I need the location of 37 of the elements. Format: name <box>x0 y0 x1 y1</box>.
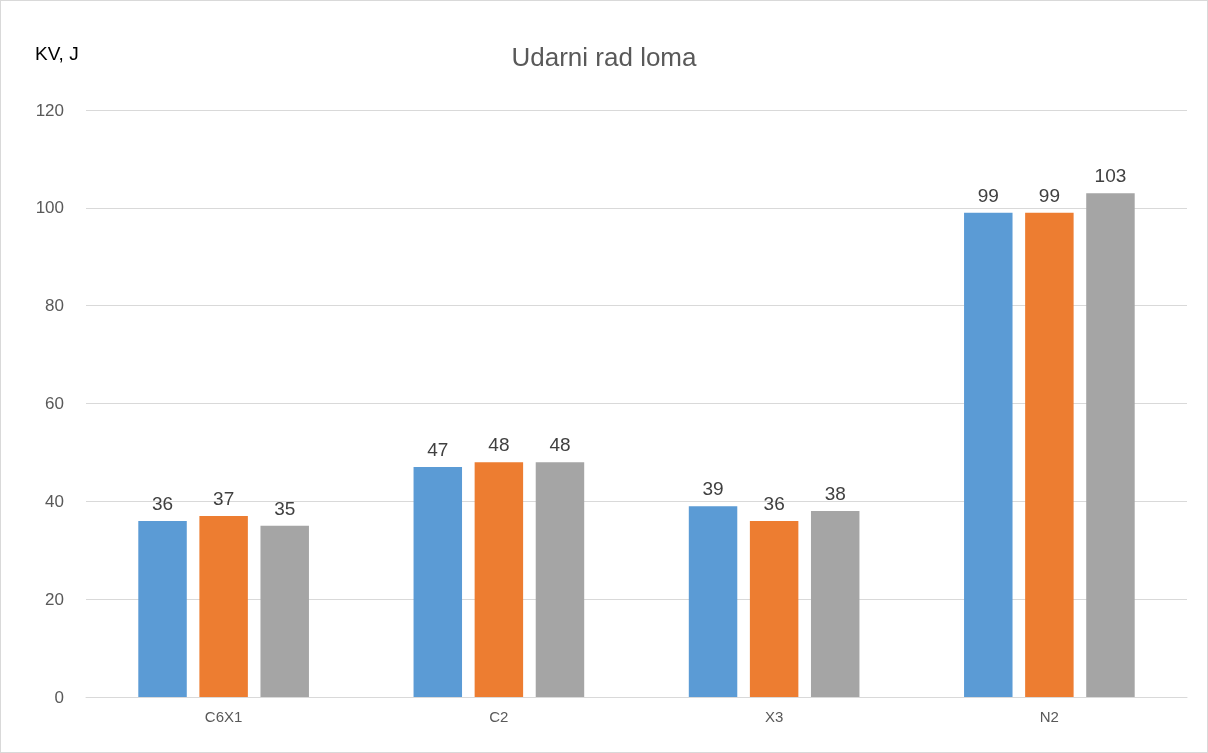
y-tick-label: 60 <box>45 394 64 413</box>
y-tick-label: 120 <box>35 100 64 120</box>
data-label: 38 <box>824 483 846 505</box>
bar <box>474 462 524 697</box>
data-label: 48 <box>488 434 510 456</box>
data-label: 37 <box>213 488 235 510</box>
x-tick-label: C2 <box>489 708 509 725</box>
data-label: 36 <box>151 492 174 514</box>
data-label: 36 <box>763 492 785 514</box>
bar <box>964 212 1013 697</box>
data-label: 47 <box>427 439 449 461</box>
x-tick-label: C6X1 <box>204 708 243 725</box>
bar <box>138 520 187 697</box>
y-axis-title: KV, J <box>35 43 79 64</box>
y-tick-label: 80 <box>45 296 64 316</box>
x-tick-label: X3 <box>764 708 784 725</box>
bar <box>199 516 248 697</box>
chart-title: Udarni rad loma <box>511 42 698 72</box>
bar <box>260 525 309 697</box>
y-tick-label: 40 <box>45 491 64 511</box>
data-label: 39 <box>702 478 724 500</box>
bar <box>1025 212 1074 697</box>
y-tick-label: 20 <box>45 589 64 609</box>
y-tick-label: 100 <box>35 198 64 218</box>
data-label: 99 <box>1038 184 1060 206</box>
bar <box>535 462 585 697</box>
data-label: 99 <box>977 184 999 206</box>
bar <box>749 520 799 697</box>
bar <box>1086 193 1135 697</box>
data-label: 35 <box>274 497 296 519</box>
y-tick-label: 0 <box>54 687 64 707</box>
data-label: 103 <box>1094 165 1127 187</box>
bar <box>810 511 860 697</box>
data-label: 48 <box>549 434 571 456</box>
bar <box>413 467 463 697</box>
x-tick-label: N2 <box>1039 708 1059 725</box>
bar <box>688 506 738 697</box>
